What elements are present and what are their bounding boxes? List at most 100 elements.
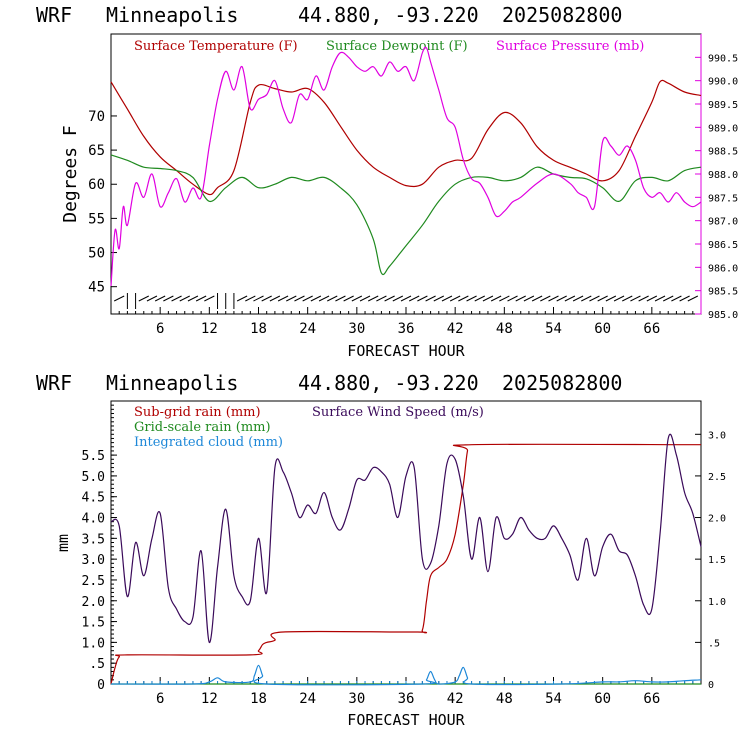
series-line-wind-speed	[110, 433, 702, 644]
wind-barb	[138, 295, 150, 302]
y2-tick-label: 2.5	[708, 472, 726, 483]
legend-cloud: Integrated cloud (mm)	[134, 435, 283, 450]
wind-barb	[433, 295, 445, 302]
y-tick-label: 3.5	[82, 532, 105, 547]
wind-barb	[417, 295, 428, 302]
x-tick-label: 30	[348, 691, 365, 707]
wind-barb	[163, 295, 174, 302]
wind-barb	[302, 295, 313, 302]
wind-barb	[572, 295, 584, 302]
y-tick-label: 4.0	[82, 512, 105, 527]
panel2-y2-ticks: 0 .5 1.0 1.5 2.0 2.5 3.0	[695, 430, 726, 691]
y-tick-label: 5.0	[82, 470, 105, 485]
panel1-location: Minneapolis	[106, 3, 238, 27]
y2-tick-label: 989.5	[708, 100, 738, 111]
legend-dewpoint: Surface Dewpoint (F)	[326, 39, 468, 54]
panel1-plot-frame	[110, 33, 702, 315]
legend-subgrid-rain: Sub-grid rain (mm)	[134, 405, 261, 420]
y-tick-label: 4.5	[82, 491, 105, 506]
y-tick-label: 5.5	[82, 449, 105, 464]
wind-barb	[589, 295, 600, 302]
wind-barb	[204, 295, 215, 302]
wind-barb	[613, 295, 625, 302]
y2-tick-label: 985.0	[708, 310, 738, 321]
panel2-y-ticks: 0 .5 1.0 1.5 2.0 2.5 3.0 3.5 4.0 4.5 5.0 5.5	[82, 400, 117, 693]
wind-barb	[581, 295, 592, 302]
wind-barb	[449, 295, 461, 302]
y-tick-label: 45	[88, 280, 105, 296]
wind-barb	[458, 295, 469, 302]
wind-barb	[236, 295, 248, 302]
panel2-y-axis-label: mm	[54, 534, 72, 552]
panel2-coords: 44.880, -93.220	[298, 371, 479, 395]
y-tick-label: 50	[88, 246, 105, 262]
x-tick-label: 6	[156, 321, 164, 337]
wind-barb	[392, 295, 404, 302]
wind-barb	[269, 295, 281, 302]
wind-barb	[499, 295, 510, 302]
x-tick-label: 60	[594, 321, 611, 337]
panel2-run: 2025082800	[502, 371, 622, 395]
x-tick-label: 18	[250, 321, 267, 337]
wind-barb	[343, 295, 354, 302]
y-tick-label: 70	[88, 109, 105, 125]
panel2-header: WRF Minneapolis 44.880, -93.220 20250828…	[36, 371, 622, 395]
x-tick-label: 42	[447, 691, 464, 707]
x-tick-label: 24	[299, 691, 316, 707]
wind-barb	[113, 295, 125, 302]
wind-barb	[359, 295, 371, 302]
y2-tick-label: 989.0	[708, 123, 738, 134]
wind-barb	[474, 295, 485, 302]
x-tick-label: 30	[348, 321, 365, 337]
wind-barb	[261, 295, 272, 302]
wind-barb	[327, 295, 338, 302]
panel1-y-ticks: 45 50 55 60 65 70	[88, 109, 117, 296]
y2-tick-label: 2.0	[708, 514, 726, 525]
wind-barb	[687, 295, 699, 302]
panel1-x-axis-label: FORECAST HOUR	[347, 342, 465, 360]
wind-barb	[638, 295, 649, 302]
x-tick-label: 24	[299, 321, 316, 337]
series-line-cloud	[110, 664, 702, 686]
y2-tick-label: 986.5	[708, 240, 738, 251]
wind-barb	[245, 295, 256, 302]
wind-barb	[318, 295, 330, 302]
y2-tick-label: 986.0	[708, 263, 738, 274]
x-tick-label: 12	[201, 321, 218, 337]
x-tick-label: 18	[250, 691, 267, 707]
wind-barb	[548, 295, 559, 302]
wind-barb	[277, 295, 289, 302]
legend-wind-speed: Surface Wind Speed (m/s)	[312, 405, 484, 420]
wind-barb	[482, 295, 494, 302]
y2-tick-label: 990.5	[708, 53, 738, 64]
x-tick-label: 54	[545, 691, 562, 707]
x-tick-label: 36	[398, 321, 415, 337]
wind-barb	[540, 295, 551, 302]
x-tick-label: 54	[545, 321, 562, 337]
panel1-y-axis-label: Degrees F	[60, 125, 81, 223]
series-line-dewpoint	[110, 154, 702, 276]
wind-barb	[294, 295, 305, 302]
wind-barb	[376, 295, 387, 302]
wind-barb	[507, 295, 518, 302]
y2-tick-label: 3.0	[708, 430, 726, 441]
wind-barb	[335, 295, 346, 302]
legend-temperature: Surface Temperature (F)	[134, 39, 298, 54]
y2-tick-label: 1.5	[708, 555, 726, 566]
y2-tick-label: 988.0	[708, 170, 738, 181]
wind-barb	[154, 295, 166, 302]
panel1-legend: Surface Temperature (F) Surface Dewpoint…	[134, 39, 644, 54]
panel1-wind-barbs	[113, 293, 699, 309]
y-tick-label: 2.5	[82, 574, 105, 589]
y2-tick-label: 988.5	[708, 147, 738, 158]
wind-barb	[171, 295, 182, 302]
y-tick-label: 60	[88, 177, 105, 193]
y2-tick-label: 0	[708, 680, 714, 691]
wind-barb	[671, 295, 682, 302]
y2-tick-label: 987.0	[708, 217, 738, 228]
series-line-subgrid-rain	[110, 443, 702, 685]
x-tick-label: 66	[643, 691, 660, 707]
y2-tick-label: 987.5	[708, 193, 738, 204]
panel2-model: WRF	[36, 371, 72, 395]
